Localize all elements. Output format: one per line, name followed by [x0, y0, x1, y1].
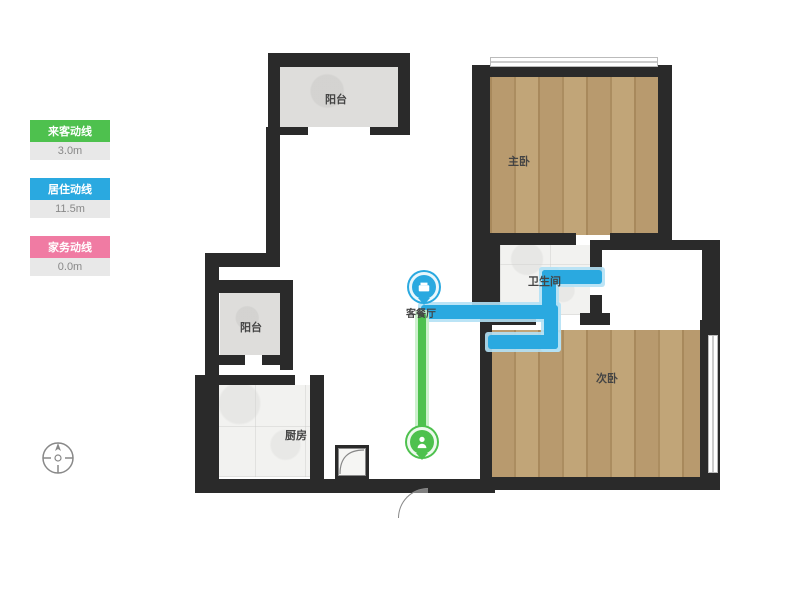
wall-seg-19 — [702, 240, 720, 330]
person-icon — [415, 435, 429, 449]
window-1 — [708, 335, 718, 473]
living-path-4 — [544, 305, 558, 349]
floorplan: 阳台阳台厨房主卧卫生间次卧客餐厅 — [180, 35, 725, 545]
window-0 — [490, 57, 658, 67]
wall-seg-30 — [195, 479, 495, 493]
bed-icon — [417, 280, 431, 294]
wall-seg-27 — [195, 375, 219, 493]
living-path-0 — [421, 305, 556, 319]
compass-icon — [40, 440, 76, 476]
legend-living-label: 居住动线 — [30, 178, 110, 200]
wall-seg-16 — [480, 477, 720, 490]
marker-living — [412, 275, 436, 299]
legend: 来客动线 3.0m 居住动线 11.5m 家务动线 0.0m — [30, 120, 110, 294]
guest-path-0 — [418, 313, 426, 443]
legend-housework-label: 家务动线 — [30, 236, 110, 258]
legend-living: 居住动线 11.5m — [30, 178, 110, 218]
wall-seg-7 — [658, 65, 672, 243]
label-second: 次卧 — [596, 370, 618, 386]
shower-curve-icon — [338, 448, 366, 476]
legend-housework: 家务动线 0.0m — [30, 236, 110, 276]
legend-guest-value: 3.0m — [30, 142, 110, 160]
label-kitchen: 厨房 — [285, 427, 307, 443]
wall-seg-25 — [205, 355, 245, 365]
label-master: 主卧 — [508, 153, 530, 169]
wall-seg-29 — [310, 375, 324, 493]
label-bath: 卫生间 — [528, 273, 561, 289]
wall-seg-2 — [398, 53, 410, 135]
wall-seg-28 — [195, 375, 295, 385]
legend-housework-value: 0.0m — [30, 258, 110, 276]
wall-seg-5 — [472, 65, 490, 315]
wall-seg-4 — [370, 127, 410, 135]
marker-guest — [410, 430, 434, 454]
room-second — [490, 330, 708, 480]
marker-living-label: 客餐厅 — [406, 305, 436, 320]
legend-living-value: 11.5m — [30, 200, 110, 218]
wall-seg-14 — [590, 295, 602, 325]
wall-seg-1 — [268, 53, 280, 135]
wall-seg-20 — [266, 127, 280, 257]
wall-seg-26 — [262, 355, 293, 365]
legend-guest: 来客动线 3.0m — [30, 120, 110, 160]
label-balcony_top: 阳台 — [325, 91, 347, 107]
legend-guest-label: 来客动线 — [30, 120, 110, 142]
wall-seg-0 — [268, 53, 410, 67]
label-balcony_left: 阳台 — [240, 319, 262, 335]
